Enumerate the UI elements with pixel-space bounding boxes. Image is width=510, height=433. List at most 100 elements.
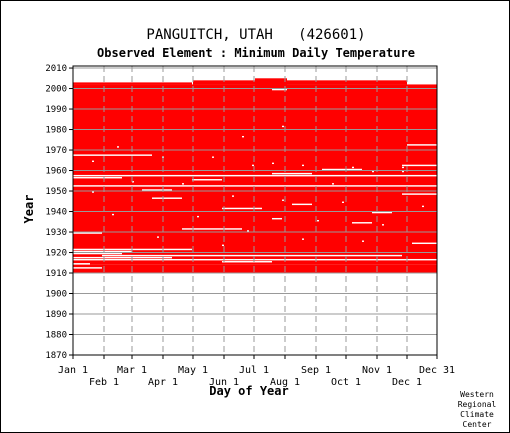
y-axis-label: Year <box>22 195 36 224</box>
x-tick-label-11: Dec 1 <box>392 377 422 388</box>
y-tick-label-1910: 1910 <box>45 269 67 279</box>
y-tick-label-2000: 2000 <box>45 85 67 95</box>
x-tick-label-10: Nov 1 <box>362 365 392 376</box>
missing-strip-22 <box>73 176 122 179</box>
missing-strip-9 <box>412 242 437 245</box>
x-tick-label-7: Aug 1 <box>270 377 300 388</box>
y-tick-label-1960: 1960 <box>45 167 67 177</box>
missing-point-4 <box>302 164 304 167</box>
missing-point-18 <box>317 220 319 222</box>
missing-strip-16 <box>292 203 312 206</box>
x-tick-label-12: Dec 31 <box>419 365 455 376</box>
missing-strip-19 <box>142 189 172 191</box>
y-tick-label-2010: 2010 <box>45 64 67 74</box>
x-axis-label: Day of Year <box>209 384 288 398</box>
x-tick-label-2: Mar 1 <box>117 365 147 376</box>
y-tick-label-1870: 1870 <box>45 351 67 361</box>
x-tick-label-0: Jan 1 <box>58 365 88 376</box>
missing-point-20 <box>247 230 249 232</box>
missing-strip-3 <box>73 258 437 261</box>
missing-point-21 <box>157 236 159 238</box>
missing-strip-28 <box>407 144 437 146</box>
missing-point-13 <box>282 199 284 201</box>
missing-strip-5 <box>102 254 402 257</box>
x-tick-label-6: Jul 1 <box>239 365 269 376</box>
missing-strip-12 <box>352 222 372 224</box>
missing-point-27 <box>92 160 94 162</box>
x-tick-label-4: May 1 <box>178 365 208 376</box>
y-tick-label-1970: 1970 <box>45 146 67 156</box>
missing-point-16 <box>112 213 114 216</box>
missing-point-12 <box>232 195 234 197</box>
coverage-block-3 <box>193 80 407 85</box>
missing-strip-26 <box>402 164 437 167</box>
observed-data-layer <box>73 78 437 274</box>
missing-point-26 <box>242 135 244 138</box>
credit-line-2: Climate <box>460 410 494 419</box>
missing-strip-7 <box>73 250 132 253</box>
x-tick-label-9: Oct 1 <box>331 377 361 388</box>
credit-line-3: Center <box>463 420 492 429</box>
missing-point-22 <box>302 238 304 240</box>
missing-strip-2 <box>222 261 272 263</box>
y-tick-label-1950: 1950 <box>45 187 67 197</box>
missing-point-14 <box>342 201 344 203</box>
coverage-block-1 <box>73 84 437 265</box>
missing-point-10 <box>332 183 334 185</box>
missing-point-5 <box>352 166 354 169</box>
missing-point-15 <box>422 205 424 208</box>
missing-point-7 <box>402 170 404 173</box>
x-tick-label-8: Sep 1 <box>301 365 331 376</box>
missing-point-29 <box>402 166 404 169</box>
missing-strip-25 <box>322 168 362 171</box>
missing-point-24 <box>222 244 224 247</box>
chart-subtitle: Observed Element : Minimum Daily Tempera… <box>97 46 415 60</box>
coverage-block-2 <box>73 82 192 85</box>
coverage-block-0 <box>73 264 437 274</box>
missing-point-6 <box>372 170 374 173</box>
missing-point-0 <box>117 146 119 148</box>
x-tick-label-3: Apr 1 <box>148 377 178 388</box>
coverage-block-4 <box>255 78 287 85</box>
y-tick-label-1900: 1900 <box>45 290 67 300</box>
missing-strip-14 <box>372 211 392 214</box>
plot-border <box>72 65 438 356</box>
missing-strip-23 <box>73 174 437 177</box>
missing-strip-21 <box>192 179 222 181</box>
x-tick-label-1: Feb 1 <box>89 377 119 388</box>
missing-strip-11 <box>182 228 242 230</box>
missing-strip-6 <box>73 252 122 255</box>
x-tick-label-5: Jun 1 <box>209 377 239 388</box>
missing-strip-17 <box>152 197 182 199</box>
plot-area <box>72 65 438 356</box>
y-tick-label-1890: 1890 <box>45 310 67 320</box>
credit-line-1: Regional <box>458 400 497 409</box>
missing-strip-1 <box>73 263 90 265</box>
missing-strip-18 <box>402 193 437 195</box>
credit-line-0: Western <box>460 390 494 399</box>
y-tick-label-1990: 1990 <box>45 105 67 115</box>
chart-title: PANGUITCH, UTAH (426601) <box>146 27 365 43</box>
missing-point-17 <box>197 215 199 218</box>
missing-point-23 <box>362 240 364 242</box>
missing-strip-20 <box>73 185 437 187</box>
missing-point-8 <box>132 181 134 183</box>
missing-point-11 <box>92 191 94 193</box>
missing-point-9 <box>182 183 184 185</box>
y-axis-ticks: 1870 1880 1890 1900 1910 1920 1930 1940 1950 1960… <box>45 64 73 361</box>
missing-point-28 <box>272 162 274 165</box>
y-tick-label-1920: 1920 <box>45 249 67 259</box>
missing-strip-27 <box>73 154 152 156</box>
grid-layer <box>73 66 437 356</box>
missing-point-19 <box>382 224 384 226</box>
missing-strip-10 <box>73 232 102 234</box>
missing-strip-4 <box>73 256 172 259</box>
y-tick-label-1930: 1930 <box>45 228 67 238</box>
y-tick-label-1980: 1980 <box>45 126 67 136</box>
missing-strip-15 <box>222 207 262 210</box>
y-tick-label-1940: 1940 <box>45 208 67 218</box>
